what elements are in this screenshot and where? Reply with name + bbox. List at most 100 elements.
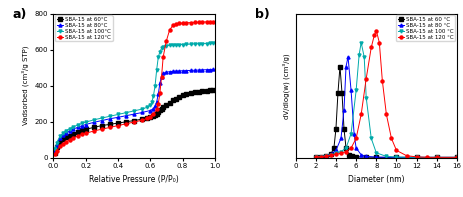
Line: SBA-15 at 80°C: SBA-15 at 80°C bbox=[53, 68, 214, 152]
SBA-15 at 60°C bbox=[139, 118, 144, 120]
SBA-15 at 100°C bbox=[83, 121, 88, 123]
SBA-15 at 100°C bbox=[160, 45, 166, 48]
SBA-15 at 100°C bbox=[154, 68, 159, 71]
SBA-15 at 80°C bbox=[199, 69, 204, 71]
SBA-15 at 60°C bbox=[188, 92, 193, 94]
SBA-15 at 100°C bbox=[182, 43, 188, 46]
SBA-15 at 100 °C bbox=[322, 154, 328, 157]
SBA-15 at 60°C bbox=[52, 151, 57, 154]
SBA-15 at 100°C bbox=[57, 135, 63, 138]
SBA-15 at 80 °C bbox=[327, 153, 333, 155]
SBA-15 at 80°C bbox=[60, 134, 66, 136]
SBA-15 at 120°C bbox=[167, 29, 172, 31]
SBA-15 at 60°C bbox=[173, 98, 178, 100]
SBA-15 at 80°C bbox=[167, 71, 172, 73]
SBA-15 at 60 °C bbox=[340, 128, 346, 130]
SBA-15 at 100°C bbox=[204, 42, 209, 45]
SBA-15 at 120°C bbox=[60, 143, 66, 145]
SBA-15 at 120 °C bbox=[403, 154, 408, 157]
SBA-15 at 60°C bbox=[210, 88, 216, 91]
SBA-15 at 120 °C bbox=[368, 46, 373, 48]
SBA-15 at 80 °C bbox=[317, 155, 323, 158]
SBA-15 at 80°C bbox=[80, 125, 85, 127]
SBA-15 at 120 °C bbox=[383, 113, 388, 116]
SBA-15 at 120°C bbox=[157, 92, 163, 94]
SBA-15 at 60°C bbox=[115, 122, 120, 124]
SBA-15 at 100°C bbox=[123, 112, 129, 114]
SBA-15 at 80°C bbox=[70, 128, 75, 130]
SBA-15 at 120°C bbox=[155, 102, 161, 105]
SBA-15 at 120°C bbox=[160, 56, 166, 58]
SBA-15 at 120°C bbox=[139, 119, 144, 121]
Legend: SBA-15 at 60 °C, SBA-15 at 80 °C, SBA-15 at 100 °C, SBA-15 at 120 °C: SBA-15 at 60 °C, SBA-15 at 80 °C, SBA-15… bbox=[395, 15, 454, 41]
SBA-15 at 60°C bbox=[147, 116, 153, 118]
SBA-15 at 80°C bbox=[57, 137, 63, 139]
SBA-15 at 120 °C bbox=[327, 154, 333, 156]
SBA-15 at 80°C bbox=[131, 113, 137, 115]
SBA-15 at 100°C bbox=[115, 113, 120, 116]
SBA-15 at 100°C bbox=[107, 115, 113, 117]
SBA-15 at 100 °C bbox=[361, 56, 366, 58]
SBA-15 at 60°C bbox=[152, 114, 157, 116]
SBA-15 at 60°C bbox=[91, 126, 96, 129]
SBA-15 at 120°C bbox=[179, 22, 185, 24]
SBA-15 at 60°C bbox=[157, 109, 163, 111]
SBA-15 at 60°C bbox=[195, 91, 201, 93]
SBA-15 at 80°C bbox=[176, 70, 181, 72]
SBA-15 at 120 °C bbox=[373, 29, 378, 32]
SBA-15 at 60°C bbox=[54, 146, 59, 148]
SBA-15 at 100°C bbox=[207, 42, 213, 45]
SBA-15 at 120 °C bbox=[363, 77, 368, 80]
SBA-15 at 120°C bbox=[150, 113, 156, 115]
SBA-15 at 120°C bbox=[147, 115, 153, 118]
SBA-15 at 60 °C bbox=[317, 155, 323, 158]
SBA-15 at 60°C bbox=[131, 119, 137, 122]
SBA-15 at 100 °C bbox=[413, 156, 419, 159]
SBA-15 at 120°C bbox=[188, 21, 193, 24]
SBA-15 at 80°C bbox=[83, 123, 88, 126]
SBA-15 at 100°C bbox=[158, 47, 164, 49]
SBA-15 at 80°C bbox=[152, 105, 157, 108]
SBA-15 at 60 °C bbox=[345, 153, 351, 156]
Y-axis label: dV/dlog(w) (cm³/g): dV/dlog(w) (cm³/g) bbox=[282, 53, 289, 119]
SBA-15 at 100°C bbox=[99, 117, 104, 119]
SBA-15 at 60°C bbox=[170, 99, 175, 102]
SBA-15 at 60°C bbox=[70, 133, 75, 135]
SBA-15 at 120 °C bbox=[357, 113, 363, 116]
SBA-15 at 120°C bbox=[176, 22, 181, 25]
SBA-15 at 100 °C bbox=[357, 41, 363, 44]
SBA-15 at 80°C bbox=[155, 93, 161, 95]
SBA-15 at 60°C bbox=[154, 112, 159, 115]
SBA-15 at 60°C bbox=[199, 90, 204, 93]
SBA-15 at 100 °C bbox=[353, 89, 358, 92]
SBA-15 at 120 °C bbox=[371, 34, 376, 37]
SBA-15 at 120°C bbox=[154, 108, 159, 111]
SBA-15 at 100°C bbox=[150, 94, 156, 97]
SBA-15 at 60°C bbox=[179, 94, 185, 96]
SBA-15 at 60 °C bbox=[327, 153, 333, 155]
SBA-15 at 120°C bbox=[99, 128, 104, 130]
SBA-15 at 80 °C bbox=[433, 156, 439, 159]
SBA-15 at 60 °C bbox=[322, 154, 328, 157]
SBA-15 at 60 °C bbox=[433, 156, 439, 159]
SBA-15 at 60 °C bbox=[338, 92, 344, 94]
SBA-15 at 60°C bbox=[107, 123, 113, 125]
SBA-15 at 120°C bbox=[57, 145, 63, 148]
SBA-15 at 80 °C bbox=[343, 65, 348, 68]
SBA-15 at 100°C bbox=[54, 142, 59, 144]
SBA-15 at 80°C bbox=[210, 68, 216, 71]
SBA-15 at 100°C bbox=[170, 44, 175, 46]
Line: SBA-15 at 100 °C: SBA-15 at 100 °C bbox=[313, 41, 457, 159]
SBA-15 at 60°C bbox=[167, 102, 172, 104]
SBA-15 at 80 °C bbox=[312, 156, 318, 158]
SBA-15 at 60 °C bbox=[353, 156, 358, 158]
Y-axis label: Vadsorbed (cm³/g STP): Vadsorbed (cm³/g STP) bbox=[21, 46, 29, 125]
SBA-15 at 120 °C bbox=[317, 155, 323, 158]
SBA-15 at 60°C bbox=[160, 106, 166, 108]
SBA-15 at 100°C bbox=[199, 42, 204, 45]
SBA-15 at 60 °C bbox=[373, 156, 378, 159]
SBA-15 at 120°C bbox=[63, 141, 69, 143]
SBA-15 at 120 °C bbox=[423, 156, 429, 159]
X-axis label: Diameter (nm): Diameter (nm) bbox=[347, 175, 404, 184]
SBA-15 at 80°C bbox=[182, 69, 188, 72]
